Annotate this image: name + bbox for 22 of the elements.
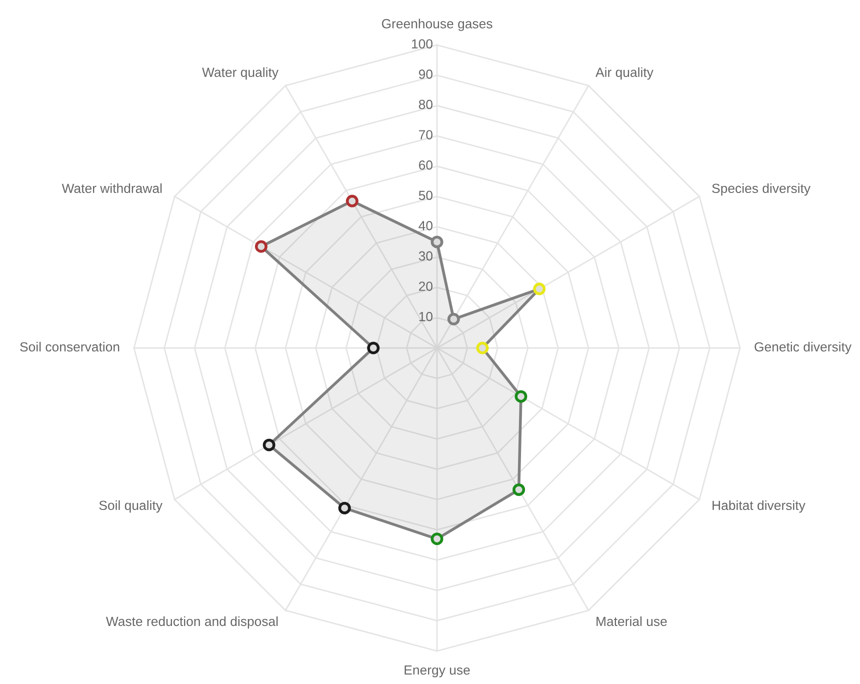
spoke-label: Species diversity <box>712 183 810 196</box>
y-tick-label: 90 <box>418 70 432 79</box>
spoke-label: Energy use <box>404 665 470 678</box>
y-tick-label: 40 <box>418 221 432 230</box>
y-tick-label: 70 <box>419 130 432 140</box>
spoke-label: Water quality <box>202 67 278 80</box>
y-tick-label: 50 <box>418 190 432 200</box>
spoke-label: Habitat diversity <box>712 500 806 513</box>
spoke-label: Air quality <box>596 67 654 80</box>
spoke-label: Water withdrawal <box>62 183 162 194</box>
y-tick-label: 80 <box>418 100 432 110</box>
spoke-label: Greenhouse gases <box>382 18 492 31</box>
spoke-label: Waste reduction and disposal <box>106 616 278 629</box>
spoke-label: Material use <box>596 616 667 626</box>
y-tick-label: 20 <box>418 282 432 291</box>
y-tick-label: 10 <box>419 312 432 322</box>
y-tick-label: 60 <box>418 160 432 170</box>
spoke-label: Genetic diversity <box>754 342 852 354</box>
spoke-label: Soil quality <box>99 500 162 513</box>
y-tick-label: 100 <box>412 39 432 49</box>
spoke-label: Soil conservation <box>20 342 120 352</box>
y-tick-label: 30 <box>418 251 432 261</box>
